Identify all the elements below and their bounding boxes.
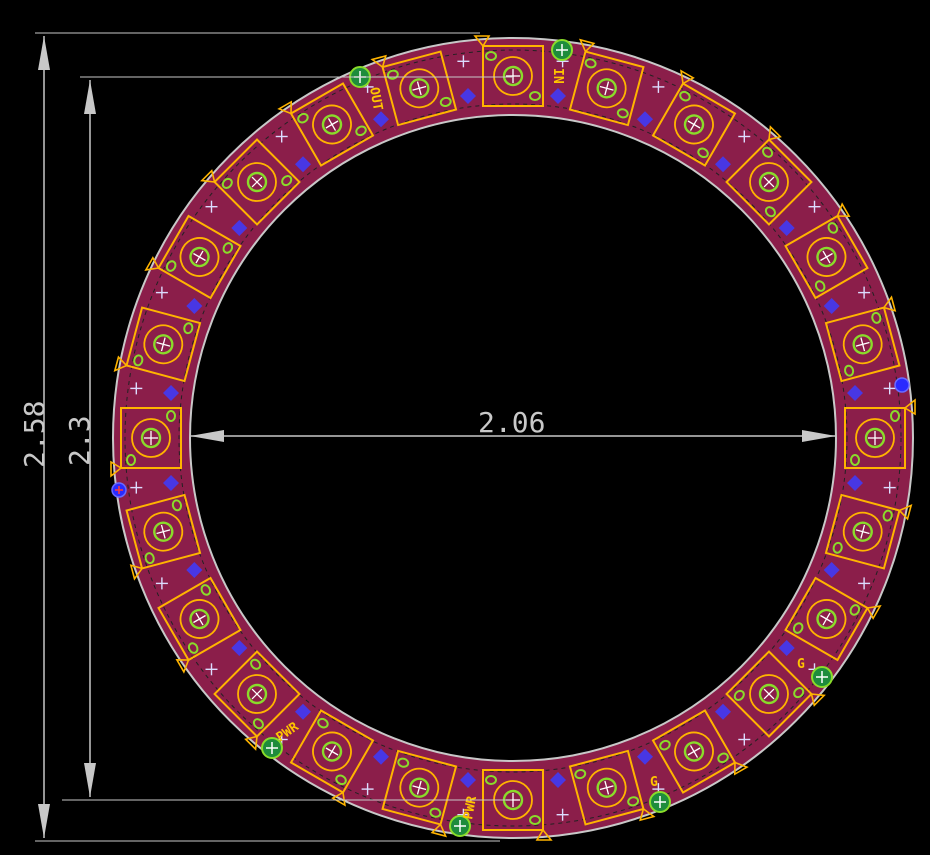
trace-marker [823, 286, 871, 314]
trace-marker [847, 382, 896, 401]
led-footprint[interactable] [473, 35, 544, 107]
ring-keepout-outer [124, 49, 902, 827]
trace-marker [457, 772, 476, 821]
dimension-outer-diameter: 2.58 [18, 32, 500, 842]
trace-marker [205, 200, 248, 236]
led-footprint[interactable] [286, 709, 380, 807]
trace-marker [275, 130, 311, 173]
trace-marker [205, 640, 248, 676]
led-footprint[interactable] [208, 650, 306, 751]
led-footprint[interactable] [200, 133, 301, 231]
label-pwr-bottom: PWR [461, 795, 480, 821]
led-footprint[interactable] [824, 487, 913, 571]
via-g-bottom[interactable] [649, 791, 671, 813]
led-footprint[interactable] [144, 211, 242, 305]
trace-marker [637, 80, 665, 128]
trace-marker [155, 286, 203, 314]
led-footprint[interactable] [117, 493, 202, 581]
led-footprint[interactable] [844, 398, 916, 469]
trace-marker [823, 562, 871, 590]
trace-marker [361, 748, 389, 796]
dimension-inner-text: 2.06 [478, 406, 545, 439]
led-footprint[interactable] [277, 75, 375, 170]
ring-inner-edge [189, 114, 837, 762]
ring-keepout-inner [178, 103, 848, 773]
trace-marker [130, 475, 179, 494]
label-out: OUT [366, 86, 385, 112]
led-footprint[interactable] [113, 305, 202, 389]
label-in: IN [550, 68, 565, 84]
led-footprint[interactable] [380, 749, 464, 838]
via-g-right[interactable] [811, 666, 833, 688]
dimension-pad-span-text: 2.3 [63, 415, 96, 466]
trace-marker [550, 55, 569, 104]
led-footprint[interactable] [725, 646, 826, 744]
led-footprint[interactable] [150, 576, 245, 674]
led-footprint[interactable] [110, 407, 182, 478]
trace-marker [715, 130, 751, 173]
led-footprint[interactable] [651, 707, 749, 802]
trace-marker [155, 562, 203, 590]
led-footprints [110, 35, 916, 841]
trace-markers [130, 55, 896, 821]
trace-marker [130, 382, 179, 401]
led-footprint[interactable] [721, 125, 819, 226]
trace-marker [715, 703, 751, 746]
led-footprint[interactable] [562, 38, 646, 127]
via-in[interactable] [551, 39, 573, 61]
led-footprint[interactable] [646, 69, 740, 167]
via-pwr-bottom[interactable] [449, 815, 471, 837]
trace-marker [550, 772, 569, 821]
label-g-right: G [797, 657, 805, 672]
dimension-pad-span: 2.3 [62, 76, 512, 801]
via-pwr-left[interactable] [261, 737, 283, 759]
led-footprint[interactable] [568, 749, 656, 834]
led-footprint[interactable] [784, 571, 882, 665]
dimension-outer-text: 2.58 [18, 401, 51, 468]
via-misc-right [894, 377, 910, 393]
led-footprint[interactable] [824, 295, 909, 383]
trace-marker [778, 200, 821, 236]
pcb-ring [112, 37, 914, 839]
led-footprint[interactable] [370, 42, 458, 127]
via-misc-left [111, 482, 127, 498]
label-g-bottom: G [650, 775, 658, 790]
trace-marker [457, 55, 476, 104]
dimension-inner-diameter: 2.06 [190, 406, 836, 442]
trace-marker [847, 475, 896, 494]
led-footprint[interactable] [782, 202, 877, 300]
